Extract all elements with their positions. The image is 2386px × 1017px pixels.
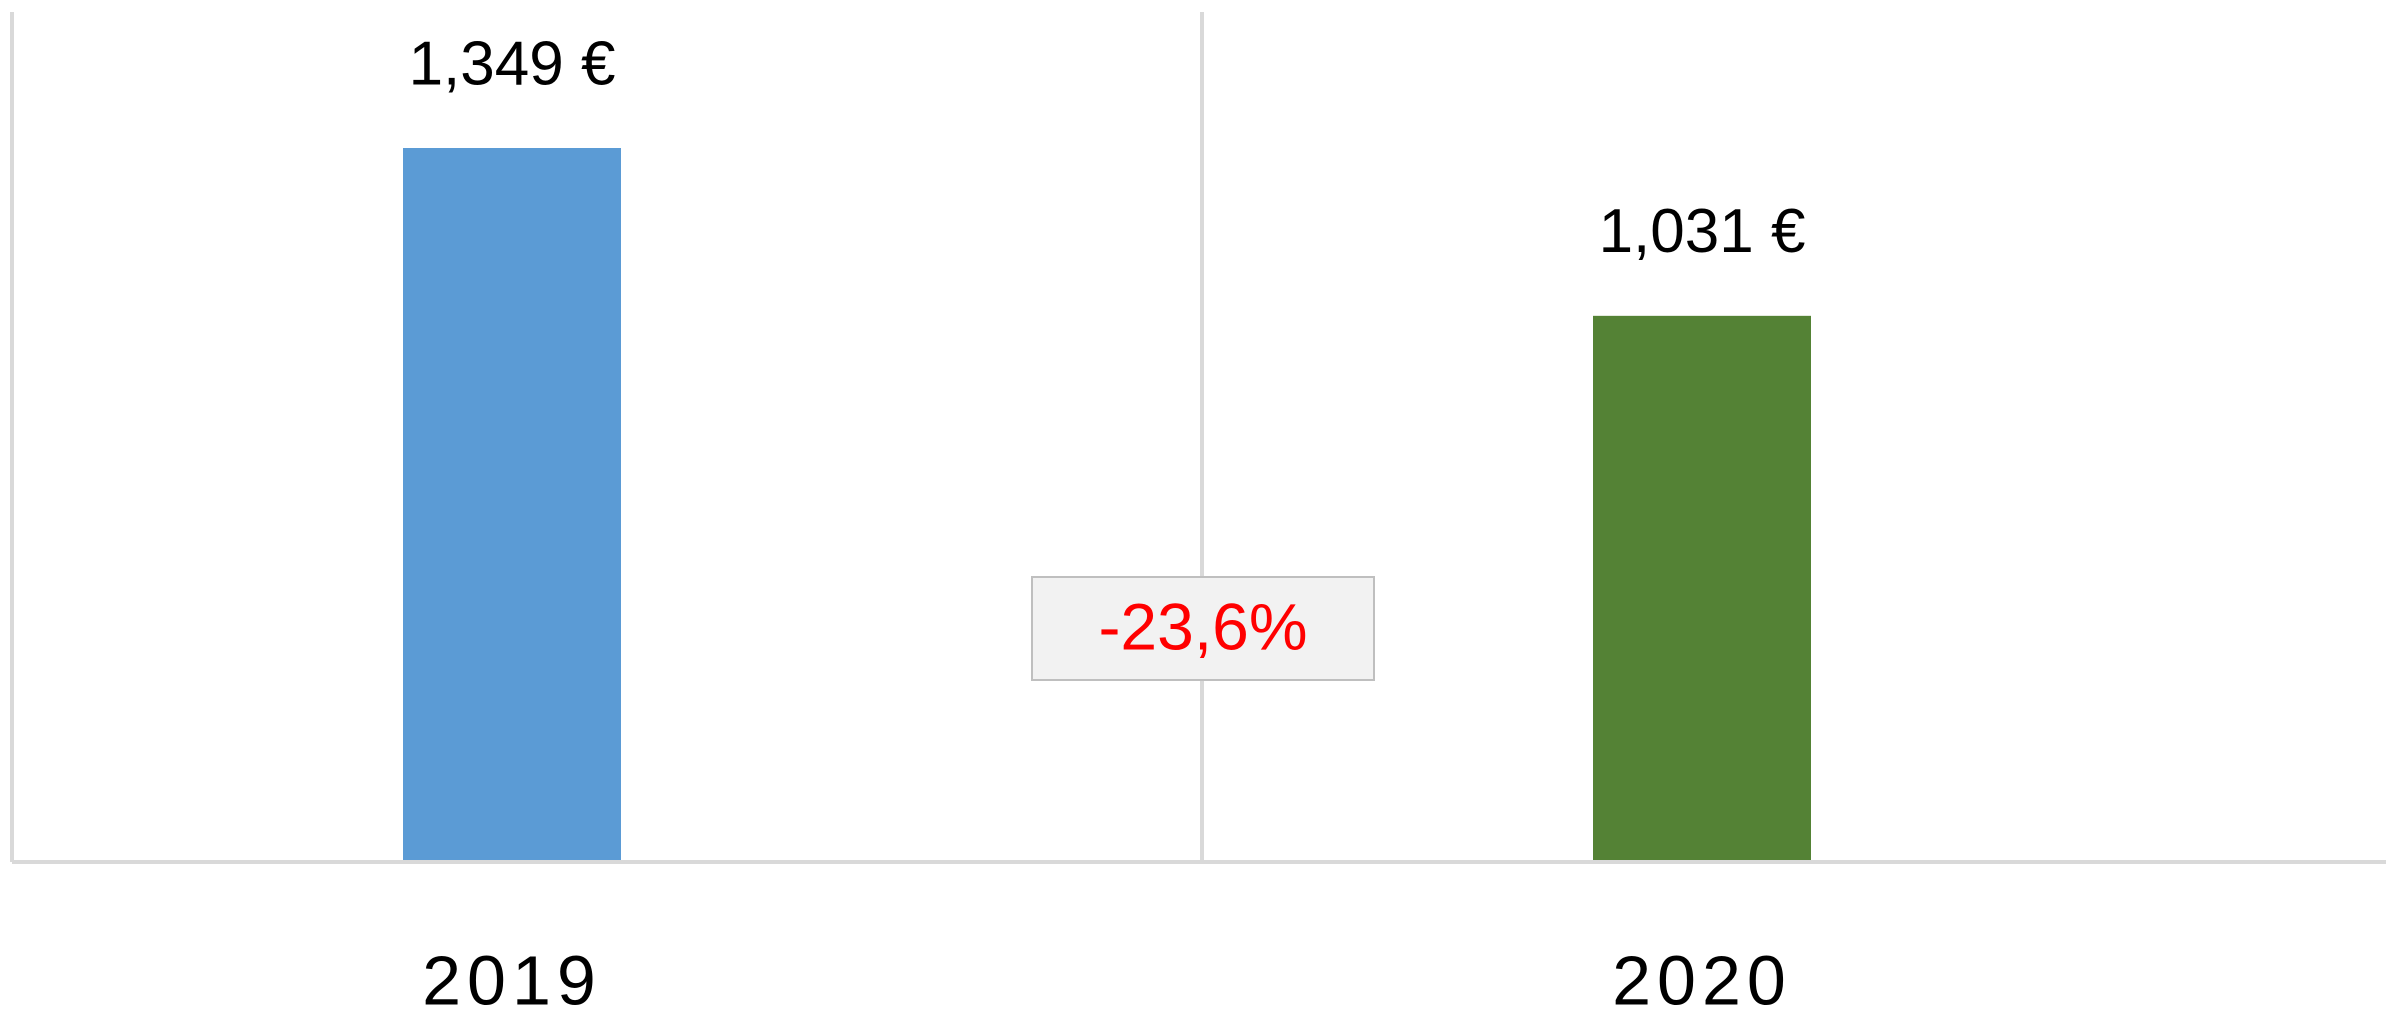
x-tick-label: 2020 xyxy=(1612,941,1792,1017)
annotation-box xyxy=(1031,576,1375,681)
value-label: 1,031 € xyxy=(1599,197,1806,266)
bar xyxy=(403,148,621,860)
bar xyxy=(1593,315,1811,861)
x-tick-label: 2019 xyxy=(422,941,602,1017)
annotation: -23,6% xyxy=(1098,589,1307,663)
value-label: 1,349 € xyxy=(409,29,616,98)
